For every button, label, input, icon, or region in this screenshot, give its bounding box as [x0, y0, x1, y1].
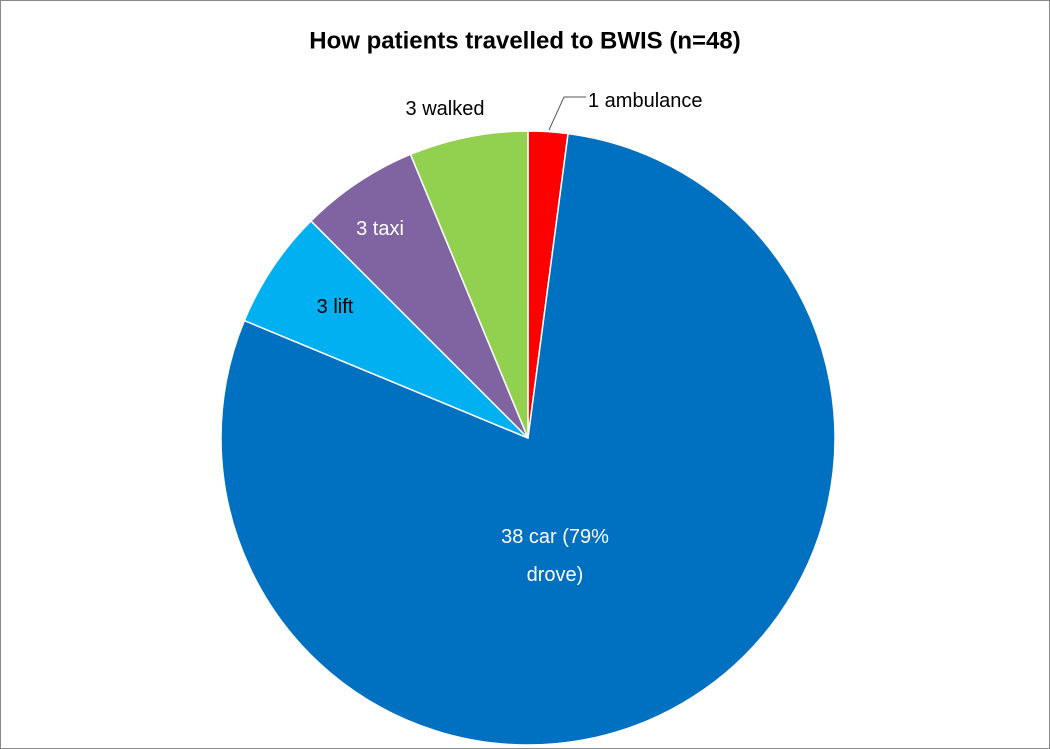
- leader-line: [548, 96, 586, 131]
- data-label: 3 walked: [405, 98, 485, 120]
- pie-slice: [309, 153, 529, 439]
- pie-slice: [409, 130, 529, 439]
- data-label: 3 taxi: [356, 218, 404, 240]
- pie-slice: [220, 132, 836, 746]
- data-label: 1 ambulance: [588, 90, 703, 112]
- data-label: 38 car (79% drove): [501, 526, 609, 586]
- data-label: 3 lift: [316, 296, 354, 318]
- chart-title: How patients travelled to BWIS (n=48): [309, 27, 740, 54]
- pie-slice: [243, 219, 529, 439]
